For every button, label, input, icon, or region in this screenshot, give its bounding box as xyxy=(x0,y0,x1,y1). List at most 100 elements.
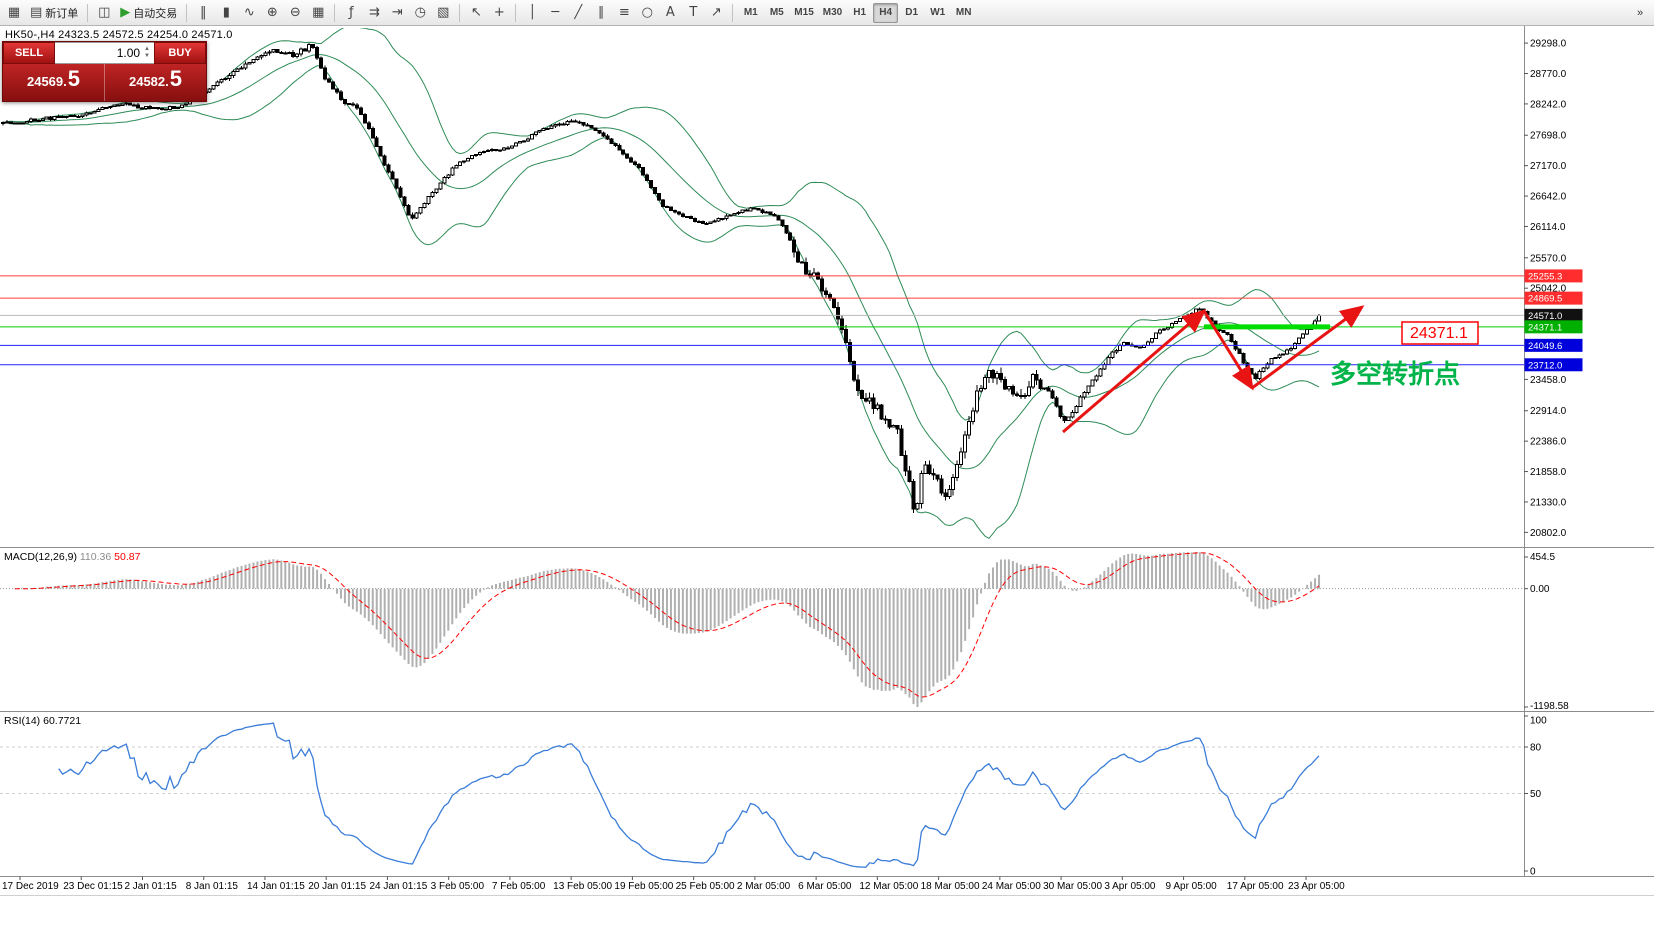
svg-text:29298.0: 29298.0 xyxy=(1530,39,1567,50)
arrows-button[interactable]: ↗ xyxy=(705,2,727,24)
svg-text:100: 100 xyxy=(1530,716,1547,727)
new-chart-button[interactable]: ▦ xyxy=(3,2,25,24)
timeframe-h4-button[interactable]: H4 xyxy=(873,2,899,23)
svg-text:23 Dec 01:15: 23 Dec 01:15 xyxy=(63,881,123,892)
timeframe-mn-button[interactable]: MN xyxy=(951,3,976,23)
buy-button[interactable]: BUY xyxy=(154,42,206,64)
chart-shift-icon: ⇥ xyxy=(391,5,403,20)
indicators-button[interactable]: ƒ xyxy=(340,2,362,24)
bar-chart-button[interactable]: ‖ xyxy=(192,2,214,24)
toolbar-overflow-button[interactable]: » xyxy=(1629,2,1651,24)
price-axis: 29298.0 28770.0 28242.0 27698.0 27170.0 26642… xyxy=(1524,39,1567,539)
timeframe-d1-button[interactable]: D1 xyxy=(899,3,924,23)
rsi-label: RSI(14) 60.7721 xyxy=(4,715,81,727)
timeframe-m1-button[interactable]: M1 xyxy=(738,3,763,23)
crosshair-button[interactable]: + xyxy=(488,2,510,24)
svg-text:24371.1: 24371.1 xyxy=(1528,322,1562,333)
timeframe-w1-button[interactable]: W1 xyxy=(925,3,950,23)
sell-button[interactable]: SELL xyxy=(3,42,55,64)
profiles-icon: ◫ xyxy=(98,5,111,20)
shapes-button[interactable]: ○ xyxy=(636,2,658,24)
auto-scroll-button[interactable]: ⇉ xyxy=(363,2,385,24)
timeframe-m5-button[interactable]: M5 xyxy=(764,3,789,23)
line-chart-button[interactable]: ∿ xyxy=(238,2,260,24)
svg-text:28242.0: 28242.0 xyxy=(1530,99,1567,110)
cursor-button[interactable]: ↖ xyxy=(465,2,487,24)
turning-point-label[interactable]: 多空转折点 xyxy=(1330,359,1460,389)
autotrading-button[interactable]: ▶ 自动交易 xyxy=(116,2,181,24)
svg-text:-1198.58: -1198.58 xyxy=(1530,701,1569,712)
svg-text:80: 80 xyxy=(1530,743,1542,754)
trend-arrow[interactable] xyxy=(1251,305,1365,390)
vertical-line-button[interactable]: │ xyxy=(521,2,543,24)
autotrading-button-label: 自动交易 xyxy=(133,7,178,20)
time-axis: 17 Dec 2019 23 Dec 01:15 2 Jan 01:15 8 Jan … xyxy=(2,876,1345,892)
channel-button[interactable]: ∥ xyxy=(590,2,612,24)
timeframe-m30-button[interactable]: M30 xyxy=(819,3,846,23)
sell-price[interactable]: 24569. 5 xyxy=(26,66,80,91)
svg-text:0.00: 0.00 xyxy=(1530,584,1550,595)
toolbar-separator xyxy=(459,3,461,22)
new-order-button[interactable]: ▤ 新订单 xyxy=(26,2,82,24)
svg-text:23458.0: 23458.0 xyxy=(1530,375,1567,386)
toolbar-separator xyxy=(87,3,89,22)
svg-text:24571.0: 24571.0 xyxy=(1528,311,1562,322)
svg-text:22914.0: 22914.0 xyxy=(1530,406,1567,417)
arrow-icon: ↗ xyxy=(710,5,722,20)
trend-arrow[interactable] xyxy=(1062,309,1207,434)
text-button[interactable]: A xyxy=(659,2,681,24)
cursor-icon: ↖ xyxy=(470,5,482,20)
svg-text:25042.0: 25042.0 xyxy=(1530,284,1567,295)
chart-shift-button[interactable]: ⇥ xyxy=(386,2,408,24)
horizontal-line-icon: ─ xyxy=(551,5,560,20)
macd-panel: MACD(12,26,9) 110.36 50.87 454.5 0.00 -1198… xyxy=(0,551,1569,712)
profiles-button[interactable]: ◫ xyxy=(93,2,115,24)
ellipse-icon: ○ xyxy=(641,5,653,20)
macd-label: MACD(12,26,9) 110.36 50.87 xyxy=(4,551,141,563)
crosshair-icon: + xyxy=(493,5,505,20)
svg-text:7 Feb 05:00: 7 Feb 05:00 xyxy=(492,881,546,892)
volume-value: 1.00 xyxy=(116,46,141,60)
trend-arrows[interactable] xyxy=(1062,305,1365,434)
horizontal-line-button[interactable]: ─ xyxy=(544,2,566,24)
volume-field[interactable]: 1.00 ▲ ▼ xyxy=(55,42,154,64)
zoom-in-button[interactable]: ⊕ xyxy=(261,2,283,24)
toolbar-separator xyxy=(334,3,336,22)
svg-text:23 Apr 05:00: 23 Apr 05:00 xyxy=(1288,881,1345,892)
volume-down-icon[interactable]: ▼ xyxy=(144,53,150,59)
buy-price[interactable]: 24582. 5 xyxy=(104,64,206,101)
toolbar-separator xyxy=(732,3,734,22)
svg-text:8 Jan 01:15: 8 Jan 01:15 xyxy=(186,881,239,892)
svg-text:20802.0: 20802.0 xyxy=(1530,528,1567,539)
fibonacci-button[interactable]: ≡ xyxy=(613,2,635,24)
trend-arrow[interactable] xyxy=(1202,310,1254,391)
period-button[interactable]: ◷ xyxy=(409,2,431,24)
new-order-icon: ▤ xyxy=(30,5,43,20)
zoom-out-button[interactable]: ⊖ xyxy=(284,2,306,24)
trendline-button[interactable]: ╱ xyxy=(567,2,589,24)
volume-stepper[interactable]: ▲ ▼ xyxy=(144,46,150,59)
templates-button[interactable]: ▧ xyxy=(432,2,454,24)
channel-icon: ∥ xyxy=(598,5,605,20)
svg-text:18 Mar 05:00: 18 Mar 05:00 xyxy=(921,881,980,892)
toolbar-separator xyxy=(186,3,188,22)
candlestick-chart-button[interactable]: ▮ xyxy=(215,2,237,24)
one-click-trading-panel: SELL 1.00 ▲ ▼ BUY 24569. 5 24582. 5 xyxy=(2,41,207,102)
svg-text:23712.0: 23712.0 xyxy=(1528,360,1562,371)
auto-scroll-icon: ⇉ xyxy=(368,5,380,20)
svg-text:20 Jan 01:15: 20 Jan 01:15 xyxy=(308,881,366,892)
toolbar-separator xyxy=(515,3,517,22)
timeframe-m15-button[interactable]: M15 xyxy=(790,3,817,23)
svg-text:13 Feb 05:00: 13 Feb 05:00 xyxy=(553,881,612,892)
tile-windows-button[interactable]: ▦ xyxy=(307,2,329,24)
play-icon: ▶ xyxy=(120,5,131,20)
price-callout[interactable]: 24371.1 xyxy=(1401,321,1479,345)
volume-up-icon[interactable]: ▲ xyxy=(144,46,150,53)
svg-text:30 Mar 05:00: 30 Mar 05:00 xyxy=(1043,881,1102,892)
zoom-out-icon: ⊖ xyxy=(289,5,301,20)
timeframe-h1-button[interactable]: H1 xyxy=(847,3,872,23)
clock-icon: ◷ xyxy=(414,5,426,20)
label-button[interactable]: T xyxy=(682,2,704,24)
